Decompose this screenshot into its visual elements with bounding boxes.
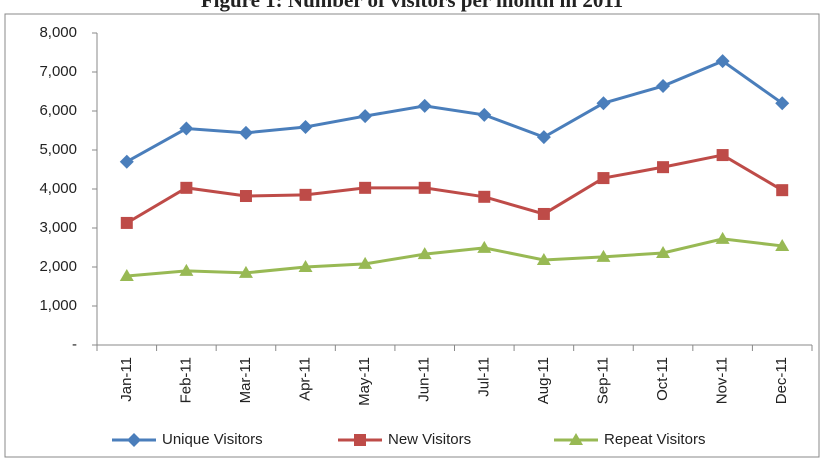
data-point bbox=[716, 149, 729, 162]
data-point bbox=[775, 96, 790, 111]
data-point bbox=[596, 96, 611, 111]
legend-label: New Visitors bbox=[388, 431, 471, 448]
data-point bbox=[596, 249, 611, 262]
x-tick-label: Aug-11 bbox=[535, 357, 552, 404]
x-tick-label: Sep-11 bbox=[594, 357, 611, 404]
data-point bbox=[536, 130, 551, 145]
series-line bbox=[126, 153, 783, 225]
data-point bbox=[120, 216, 133, 229]
data-point bbox=[537, 207, 550, 220]
data-point bbox=[715, 54, 730, 69]
data-point bbox=[657, 161, 670, 174]
data-point bbox=[239, 190, 252, 203]
data-point bbox=[238, 265, 253, 278]
legend-marker bbox=[354, 434, 366, 446]
data-point bbox=[358, 109, 373, 124]
chart-title: Figure 1: Number of visitors per month i… bbox=[201, 0, 623, 12]
y-tick-label: 8,000 bbox=[39, 24, 77, 41]
chart-border bbox=[4, 13, 820, 458]
data-point bbox=[238, 125, 253, 140]
data-point bbox=[536, 252, 551, 265]
data-point bbox=[656, 79, 671, 94]
legend-label: Repeat Visitors bbox=[604, 431, 705, 448]
x-tick-label: Apr-11 bbox=[297, 357, 314, 401]
series-line bbox=[126, 237, 783, 278]
data-point bbox=[715, 231, 730, 244]
data-point bbox=[418, 181, 431, 194]
data-point bbox=[776, 184, 789, 197]
y-tick-label: 6,000 bbox=[39, 102, 77, 119]
data-point bbox=[477, 240, 492, 253]
y-tick-label: 3,000 bbox=[39, 219, 77, 236]
x-tick-label: Mar-11 bbox=[237, 357, 254, 403]
data-point bbox=[179, 121, 194, 136]
legend-label: Unique Visitors bbox=[162, 431, 263, 448]
legend-marker bbox=[569, 433, 583, 445]
data-point bbox=[180, 181, 193, 194]
data-point bbox=[119, 154, 134, 169]
y-tick-label: 2,000 bbox=[39, 258, 77, 275]
data-point bbox=[298, 260, 313, 272]
data-point bbox=[119, 268, 134, 281]
series-line bbox=[126, 59, 784, 164]
data-point bbox=[298, 119, 313, 134]
data-point bbox=[359, 181, 372, 194]
x-tick-label: Nov-11 bbox=[714, 357, 731, 404]
y-tick-label: 1,000 bbox=[39, 297, 77, 314]
data-point bbox=[656, 245, 671, 258]
y-tick-label: - bbox=[72, 336, 77, 353]
data-point bbox=[478, 190, 491, 203]
x-tick-label: Dec-11 bbox=[773, 357, 790, 404]
data-point bbox=[299, 188, 312, 201]
y-tick-label: 4,000 bbox=[39, 180, 77, 197]
x-tick-label: Jan-11 bbox=[118, 357, 135, 402]
data-point bbox=[477, 107, 492, 122]
legend-marker bbox=[127, 433, 141, 447]
data-point bbox=[775, 238, 790, 251]
data-point bbox=[179, 263, 194, 276]
data-point bbox=[597, 172, 610, 185]
data-point bbox=[417, 98, 432, 113]
x-tick-label: Feb-11 bbox=[177, 357, 194, 403]
data-point bbox=[358, 256, 373, 269]
x-tick-label: Oct-11 bbox=[654, 357, 671, 401]
y-tick-label: 7,000 bbox=[39, 63, 77, 80]
x-tick-label: Jun-11 bbox=[416, 357, 433, 402]
y-tick-label: 5,000 bbox=[39, 141, 77, 158]
data-point bbox=[417, 247, 432, 260]
x-tick-label: May-11 bbox=[356, 357, 373, 406]
x-tick-label: Jul-11 bbox=[475, 357, 492, 397]
